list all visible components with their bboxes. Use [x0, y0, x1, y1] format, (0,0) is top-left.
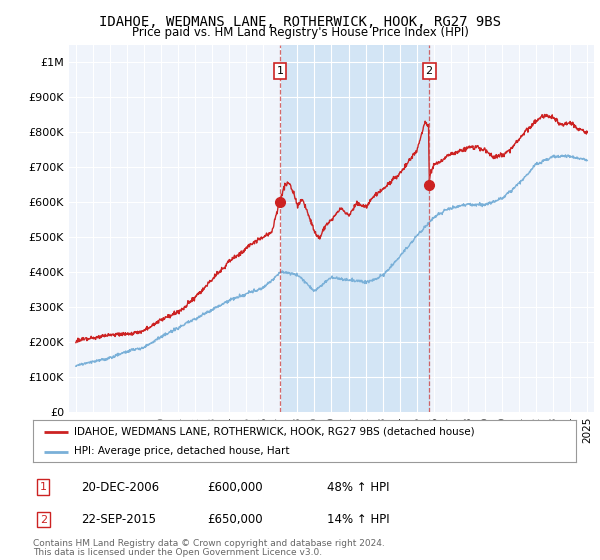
Text: IDAHOE, WEDMANS LANE, ROTHERWICK, HOOK, RG27 9BS: IDAHOE, WEDMANS LANE, ROTHERWICK, HOOK, …	[99, 15, 501, 29]
Text: Contains HM Land Registry data © Crown copyright and database right 2024.: Contains HM Land Registry data © Crown c…	[33, 539, 385, 548]
Bar	[280, 45, 429, 412]
Text: 2: 2	[425, 66, 433, 76]
Text: 2: 2	[40, 515, 47, 525]
Text: Price paid vs. HM Land Registry's House Price Index (HPI): Price paid vs. HM Land Registry's House …	[131, 26, 469, 39]
Text: HPI: Average price, detached house, Hart: HPI: Average price, detached house, Hart	[74, 446, 289, 456]
Text: 14% ↑ HPI: 14% ↑ HPI	[327, 513, 389, 526]
Text: 1: 1	[40, 482, 47, 492]
Text: IDAHOE, WEDMANS LANE, ROTHERWICK, HOOK, RG27 9BS (detached house): IDAHOE, WEDMANS LANE, ROTHERWICK, HOOK, …	[74, 427, 475, 437]
Text: 1: 1	[277, 66, 283, 76]
Text: £600,000: £600,000	[207, 480, 263, 494]
Text: This data is licensed under the Open Government Licence v3.0.: This data is licensed under the Open Gov…	[33, 548, 322, 557]
Text: 48% ↑ HPI: 48% ↑ HPI	[327, 480, 389, 494]
Text: £650,000: £650,000	[207, 513, 263, 526]
Text: 22-SEP-2015: 22-SEP-2015	[81, 513, 156, 526]
Text: 20-DEC-2006: 20-DEC-2006	[81, 480, 159, 494]
